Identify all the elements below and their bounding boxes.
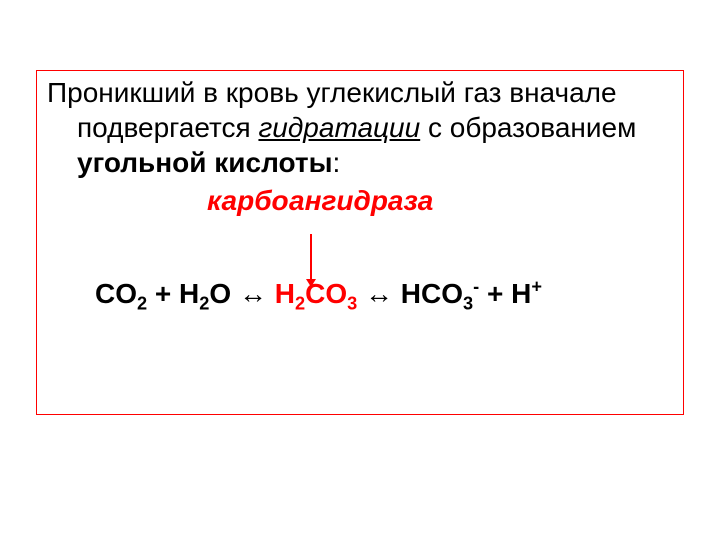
- eq-hco3: HCO3-: [401, 278, 479, 309]
- enzyme-label: карбоангидраза: [47, 186, 673, 217]
- equation-wrap: CO2 + H2O ↔ H2CO3 ↔ HCO3- + H+: [47, 277, 673, 311]
- para-text-5: :: [333, 147, 341, 178]
- para-text-3: с образованием: [420, 112, 636, 143]
- enzyme-arrow-line: [310, 234, 312, 280]
- eq-co2: CO2: [95, 278, 147, 309]
- eq-plus-2: +: [479, 278, 511, 309]
- slide: Проникший в кровь углекислый газ вначале…: [0, 0, 720, 540]
- content-card: Проникший в кровь углекислый газ вначале…: [36, 70, 684, 415]
- eq-hplus: H+: [511, 278, 542, 309]
- eq-arrow-2: ↔: [357, 278, 401, 309]
- eq-plus-1: +: [147, 278, 179, 309]
- eq-h2o: H2O: [179, 278, 231, 309]
- eq-h2co3: H2CO3: [275, 278, 357, 309]
- chemical-equation: CO2 + H2O ↔ H2CO3 ↔ HCO3- + H+: [47, 277, 673, 311]
- para-text-carbonic-acid: угольной кислоты: [77, 147, 333, 178]
- para-text-hydration: гидратации: [258, 112, 420, 143]
- eq-arrow-1: ↔: [231, 278, 275, 309]
- description-paragraph: Проникший в кровь углекислый газ вначале…: [47, 75, 673, 180]
